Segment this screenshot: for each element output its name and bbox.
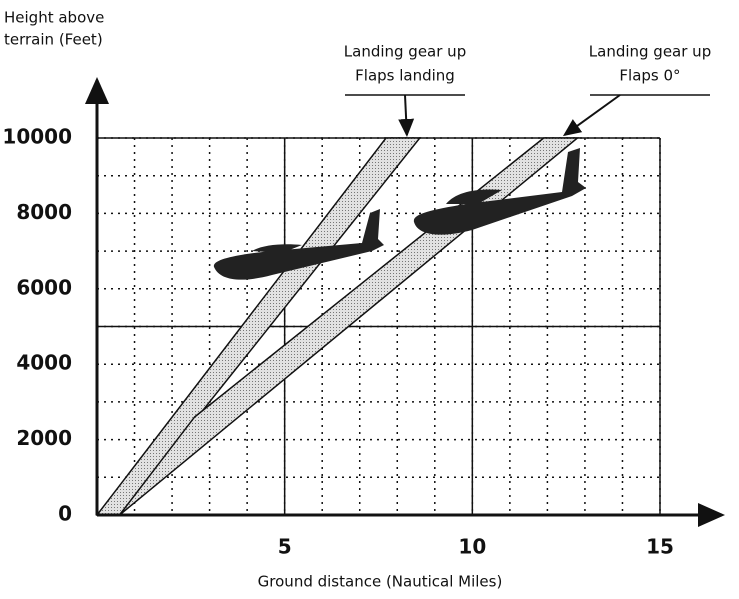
y-tick-label: 2000 (16, 426, 72, 450)
y-axis-label: terrain (Feet) (4, 31, 103, 49)
y-tick-label: 10000 (2, 125, 72, 149)
label-arrow (565, 95, 620, 135)
x-tick-label: 5 (278, 535, 292, 559)
band-label: Landing gear up (589, 43, 711, 61)
band-label: Landing gear up (344, 43, 466, 61)
band-label: Flaps landing (355, 67, 455, 85)
y-axis-label: Height above (4, 9, 104, 27)
x-tick-label: 10 (458, 535, 486, 559)
y-tick-label: 0 (58, 502, 72, 526)
annotations: Landing gear up Flaps landing Landing gear… (344, 43, 711, 136)
y-tick-label: 8000 (16, 200, 72, 224)
band-label: Flaps 0° (619, 67, 680, 85)
label-arrow (405, 95, 407, 135)
y-tick-label: 4000 (16, 351, 72, 375)
y-tick-label: 6000 (16, 275, 72, 299)
x-axis-label: Ground distance (Nautical Miles) (258, 573, 503, 591)
x-tick-label: 15 (646, 535, 674, 559)
chart: 5 10 15 0 2000 4000 6000 8000 10000 Height above… (0, 0, 739, 599)
